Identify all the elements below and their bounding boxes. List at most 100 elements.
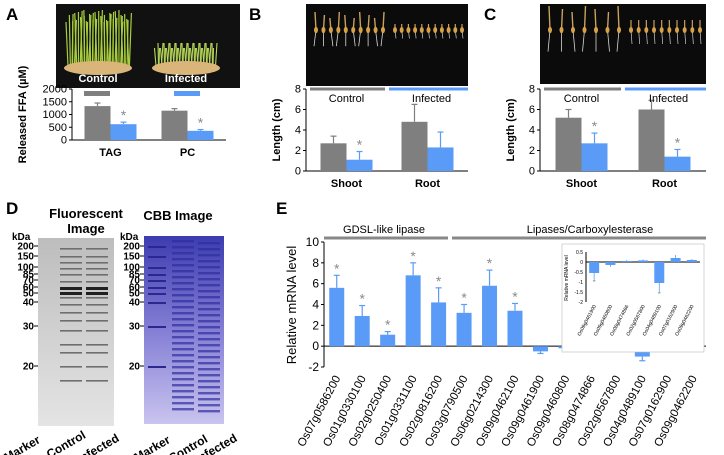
cbb-band xyxy=(172,360,194,363)
grass-blade xyxy=(153,47,157,67)
a-significance-star: * xyxy=(121,107,127,123)
inset-ytick-label: 0.5 xyxy=(576,250,583,256)
cbb-band xyxy=(198,272,220,275)
fluor-band xyxy=(60,304,82,306)
e-bar xyxy=(380,334,396,347)
cbb-marker-band xyxy=(148,302,166,304)
b-ytick-label: 8 xyxy=(295,84,301,96)
seed xyxy=(682,27,687,33)
fluor-band xyxy=(86,262,108,264)
seed xyxy=(667,27,672,33)
cbb-band xyxy=(198,290,220,293)
marker-kda-cbb: 40 xyxy=(129,298,141,309)
a-bar-control xyxy=(161,110,188,140)
marker-kda-fluor: 60 xyxy=(23,283,35,294)
fluor-band xyxy=(60,330,82,332)
grass-blade xyxy=(214,42,218,67)
fluorescent-gel xyxy=(38,238,114,426)
e-ytick-label: -2 xyxy=(308,360,319,374)
a-ytick-label: 500 xyxy=(49,122,67,134)
lane-label: Marker xyxy=(131,432,172,455)
marker-kda-fluor: 70 xyxy=(23,276,35,287)
cbb-band xyxy=(198,296,220,299)
cbb-band xyxy=(198,320,220,323)
fluor-band xyxy=(86,274,108,276)
b-ytick-label: 4 xyxy=(295,125,301,137)
cbb-band xyxy=(198,374,220,377)
marker-kda-cbb: 70 xyxy=(129,276,141,287)
cbb-band xyxy=(198,278,220,281)
a-x-category: PC xyxy=(180,147,195,159)
seed xyxy=(453,27,458,33)
cbb-marker-band xyxy=(148,280,166,282)
seed xyxy=(652,27,656,33)
inset-ytick-label: -2 xyxy=(579,300,584,306)
seed xyxy=(419,27,424,33)
cbb-band xyxy=(172,240,194,243)
cbb-title: CBB Image xyxy=(143,208,212,223)
inset-significance-star: * xyxy=(593,278,596,287)
inset-ytick-label: 0 xyxy=(580,260,583,266)
b-bar-control xyxy=(401,121,428,171)
panel-d-label: D xyxy=(6,199,18,218)
cbb-band xyxy=(172,294,194,297)
panel-a-legend-infected xyxy=(174,91,200,96)
panel-a-photo: Control Infected xyxy=(56,4,240,88)
e-bar xyxy=(431,302,447,347)
e-bar xyxy=(507,310,523,347)
panel-e-label: E xyxy=(276,199,287,218)
cbb-marker-band xyxy=(148,274,166,276)
marker-kda-cbb: 20 xyxy=(129,362,141,373)
inset-significance-star: * xyxy=(658,290,661,299)
inset-bar xyxy=(670,258,681,262)
seed xyxy=(406,27,411,33)
inset-ytick-label: -1.5 xyxy=(574,290,583,296)
fluor-band xyxy=(60,366,82,368)
e-significance-star: * xyxy=(359,291,365,307)
fluor-band xyxy=(86,330,108,332)
panel-a-label: A xyxy=(6,5,18,24)
e-bar xyxy=(532,346,548,352)
grass-blade xyxy=(85,20,89,67)
cbb-band xyxy=(172,336,194,339)
cbb-marker-band xyxy=(148,293,166,295)
fluor-band xyxy=(86,352,108,354)
cbb-band xyxy=(172,270,194,273)
seed xyxy=(690,27,695,33)
cbb-band xyxy=(198,404,220,407)
e-ytick-label: 2 xyxy=(312,318,319,332)
cbb-band xyxy=(198,266,220,269)
c-bar-infected xyxy=(581,143,608,171)
cbb-band xyxy=(198,410,220,413)
a-bar-infected xyxy=(187,130,214,140)
fluor-band xyxy=(86,268,108,270)
group-gdsl-label: GDSL-like lipase xyxy=(343,224,425,236)
grass-blade xyxy=(79,16,84,67)
panel-c-chart: 0 2 4 6 8 Length (cm) Shoot * Root * Control Infect… xyxy=(505,84,706,190)
fluor-band xyxy=(60,248,82,250)
c-bar-infected xyxy=(664,156,691,171)
c-group-infected-label: Infected xyxy=(649,93,688,105)
e-significance-star: * xyxy=(334,260,340,276)
b-ytick-label: 6 xyxy=(295,104,301,116)
seed xyxy=(399,27,404,33)
a-bar-infected xyxy=(110,124,137,140)
grass-blade xyxy=(205,42,208,67)
fluor-band xyxy=(60,262,82,264)
cbb-marker-band xyxy=(148,267,166,269)
fluor-band xyxy=(86,287,108,290)
e-bar xyxy=(482,285,498,347)
inset-frame xyxy=(561,243,705,353)
cbb-band xyxy=(198,338,220,341)
seed xyxy=(381,26,385,34)
fluor-band xyxy=(86,297,108,299)
fluor-band xyxy=(60,274,82,276)
c-ytick-label: 0 xyxy=(529,166,535,178)
a-ytick-label: 1500 xyxy=(43,96,67,108)
cbb-band xyxy=(172,300,194,303)
c-x-category: Shoot xyxy=(566,178,597,190)
fluorescent-title-line1: Fluorescent xyxy=(49,206,123,221)
fluor-band xyxy=(60,312,82,314)
